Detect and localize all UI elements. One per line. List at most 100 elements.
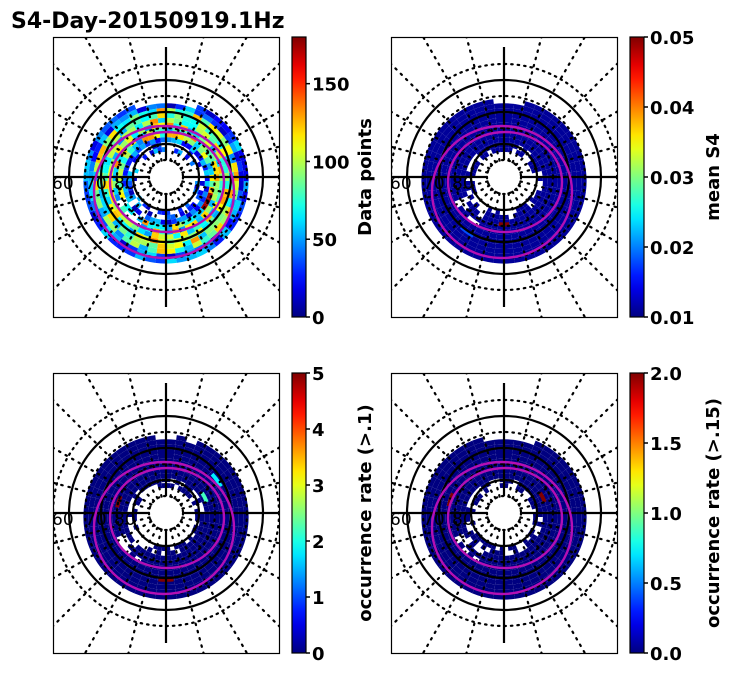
heatmap-cell <box>490 148 497 155</box>
heatmap-cell <box>441 500 448 510</box>
heatmap-cell <box>474 105 486 114</box>
dotted-mlt-line <box>391 446 491 506</box>
heatmap-cell <box>183 579 194 588</box>
heatmap-cell <box>166 137 172 143</box>
heatmap-cell <box>520 136 529 144</box>
heatmap-cell <box>428 151 437 163</box>
heatmap-cell <box>193 486 201 494</box>
heatmap-cell <box>123 191 131 198</box>
heatmap-cell <box>136 105 148 114</box>
heatmap-cell <box>192 449 203 459</box>
heatmap-cell <box>523 143 531 151</box>
heatmap-cell <box>128 551 137 560</box>
heatmap-cell <box>203 505 210 512</box>
heatmap-cell <box>111 546 120 556</box>
dotted-mlt-line <box>83 526 159 653</box>
dotted-mlt-line <box>391 110 491 170</box>
latitude-label: 80 <box>114 174 136 194</box>
axes-frame <box>390 36 619 319</box>
heatmap-cell <box>468 559 478 568</box>
heatmap-cell <box>146 546 153 553</box>
heatmap-cell <box>94 555 105 568</box>
dotted-mlt-line <box>181 180 279 209</box>
heatmap-cell <box>156 584 166 590</box>
heatmap-cell <box>224 144 234 155</box>
heatmap-cell <box>550 187 558 195</box>
heatmap-cell <box>134 122 144 131</box>
heatmap-cell <box>542 109 555 120</box>
heatmap-cell <box>182 136 191 144</box>
heatmap-cell <box>166 473 172 479</box>
heatmap-cell <box>219 551 230 562</box>
heatmap-cell <box>552 129 562 140</box>
heatmap-cell <box>188 122 198 131</box>
heatmap-cell <box>538 570 549 581</box>
heatmap-cell <box>445 548 454 559</box>
heatmap-cell <box>477 492 484 500</box>
heatmap-cell <box>149 138 156 146</box>
heatmap-cell <box>112 523 120 531</box>
heatmap-cell <box>477 479 485 487</box>
heatmap-cell <box>552 558 562 569</box>
heatmap-cell <box>198 554 208 564</box>
heatmap-cell <box>195 126 205 135</box>
heatmap-cell <box>472 458 482 467</box>
heatmap-cell <box>154 554 161 561</box>
heatmap-cell <box>195 194 202 201</box>
heatmap-cell <box>557 472 568 483</box>
heatmap-cell <box>493 258 504 264</box>
axes-frame <box>390 372 619 655</box>
heatmap-cell <box>525 474 534 483</box>
heatmap-cell <box>139 547 147 555</box>
heatmap-cell <box>192 478 201 487</box>
colorbar-label: occurrence rate (>.1) <box>355 404 376 621</box>
heatmap-cell <box>118 113 130 124</box>
heatmap-cell <box>118 449 130 460</box>
heatmap-cell <box>497 132 504 138</box>
heatmap-cell <box>129 575 140 585</box>
heatmap-cell <box>210 455 221 466</box>
heatmap-cell <box>204 463 215 473</box>
heatmap-cell <box>542 561 553 571</box>
heatmap-cell <box>542 181 548 187</box>
heatmap-cell <box>220 122 232 134</box>
heatmap-cell <box>461 191 469 198</box>
heatmap-cell <box>219 472 230 483</box>
dotted-mlt-line <box>179 446 279 506</box>
heatmap-cell <box>170 213 177 220</box>
heatmap-cell <box>135 208 143 216</box>
heatmap-cell <box>98 207 108 218</box>
heatmap-cell <box>103 164 110 174</box>
heatmap-cell <box>122 517 128 523</box>
dotted-mlt-line <box>53 180 151 209</box>
heatmap-cell <box>442 126 453 137</box>
heatmap-cell <box>115 552 125 562</box>
dotted-mlt-line <box>169 528 205 653</box>
heatmap-cell <box>158 234 166 240</box>
heatmap-cell <box>468 194 475 201</box>
heatmap-cell <box>144 435 156 442</box>
heatmap-cell <box>192 575 203 585</box>
colorbar-label: Data points <box>355 118 376 236</box>
heatmap-cell <box>166 112 175 119</box>
heatmap-cell <box>533 584 546 594</box>
plot-area <box>391 373 617 653</box>
heatmap-cell <box>200 453 211 464</box>
heatmap-cell <box>131 571 142 580</box>
latitude-label: 70 <box>85 510 107 530</box>
heatmap-cell <box>530 142 539 151</box>
heatmap-cell <box>107 149 116 159</box>
heatmap-cell <box>463 495 471 503</box>
heatmap-cell <box>438 564 450 576</box>
heatmap-cell <box>117 168 124 176</box>
heatmap-cell <box>179 546 186 553</box>
heatmap-cell <box>427 475 437 488</box>
heatmap-cell <box>115 207 124 217</box>
heatmap-cell <box>459 570 470 581</box>
heatmap-cell <box>100 564 112 576</box>
heatmap-cell <box>210 132 220 143</box>
heatmap-cell <box>469 235 480 244</box>
heatmap-cell <box>166 545 171 552</box>
dotted-mlt-line <box>421 526 497 653</box>
